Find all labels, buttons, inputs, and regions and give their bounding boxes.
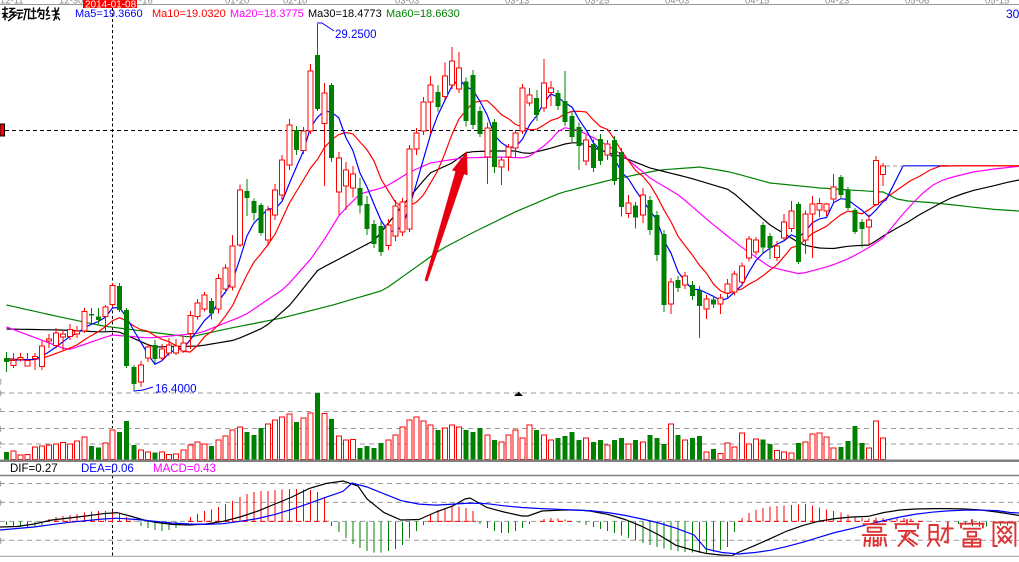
svg-text:04-03: 04-03: [665, 0, 689, 7]
svg-text:MACD=0.43: MACD=0.43: [153, 463, 216, 475]
svg-text:0: 0: [0, 498, 2, 509]
svg-text:12-30: 12-30: [59, 0, 83, 7]
svg-text:8: 8: [0, 536, 2, 547]
svg-text:02-10: 02-10: [283, 0, 307, 7]
svg-text:4: 4: [0, 424, 2, 435]
svg-text:2014-01-08: 2014-01-08: [85, 0, 137, 11]
svg-text:0: 0: [0, 389, 2, 400]
svg-text:-16: -16: [139, 0, 153, 7]
svg-text:9: 9: [0, 479, 2, 490]
svg-text:7: 7: [0, 407, 2, 418]
svg-text:04-23: 04-23: [825, 0, 849, 7]
svg-text:03-03: 03-03: [395, 0, 419, 7]
svg-text:Ma60=18.6630: Ma60=18.6630: [386, 8, 460, 20]
svg-text:03-13: 03-13: [505, 0, 529, 7]
svg-text:16.4000: 16.4000: [155, 384, 197, 396]
svg-text:01-20: 01-20: [225, 0, 249, 7]
svg-text:0: 0: [0, 377, 2, 388]
svg-text:Ma20=18.3775: Ma20=18.3775: [230, 8, 304, 20]
svg-text:2: 2: [0, 440, 2, 451]
svg-text:30: 30: [1006, 7, 1019, 21]
svg-text:DIF=0.27: DIF=0.27: [10, 463, 58, 475]
svg-text:DEA=0.06: DEA=0.06: [81, 463, 134, 475]
svg-text:Ma30=18.4773: Ma30=18.4773: [308, 8, 382, 20]
svg-text:12-11: 12-11: [0, 0, 24, 7]
svg-text:29.2500: 29.2500: [335, 29, 377, 41]
svg-text:03-25: 03-25: [585, 0, 609, 7]
svg-text:04-15: 04-15: [745, 0, 769, 7]
svg-text:Ma5=19.3660: Ma5=19.3660: [75, 8, 143, 20]
svg-text:Ma10=19.0320: Ma10=19.0320: [152, 8, 226, 20]
svg-text:05-06: 05-06: [905, 0, 929, 7]
svg-text:05-15: 05-15: [985, 0, 1009, 7]
